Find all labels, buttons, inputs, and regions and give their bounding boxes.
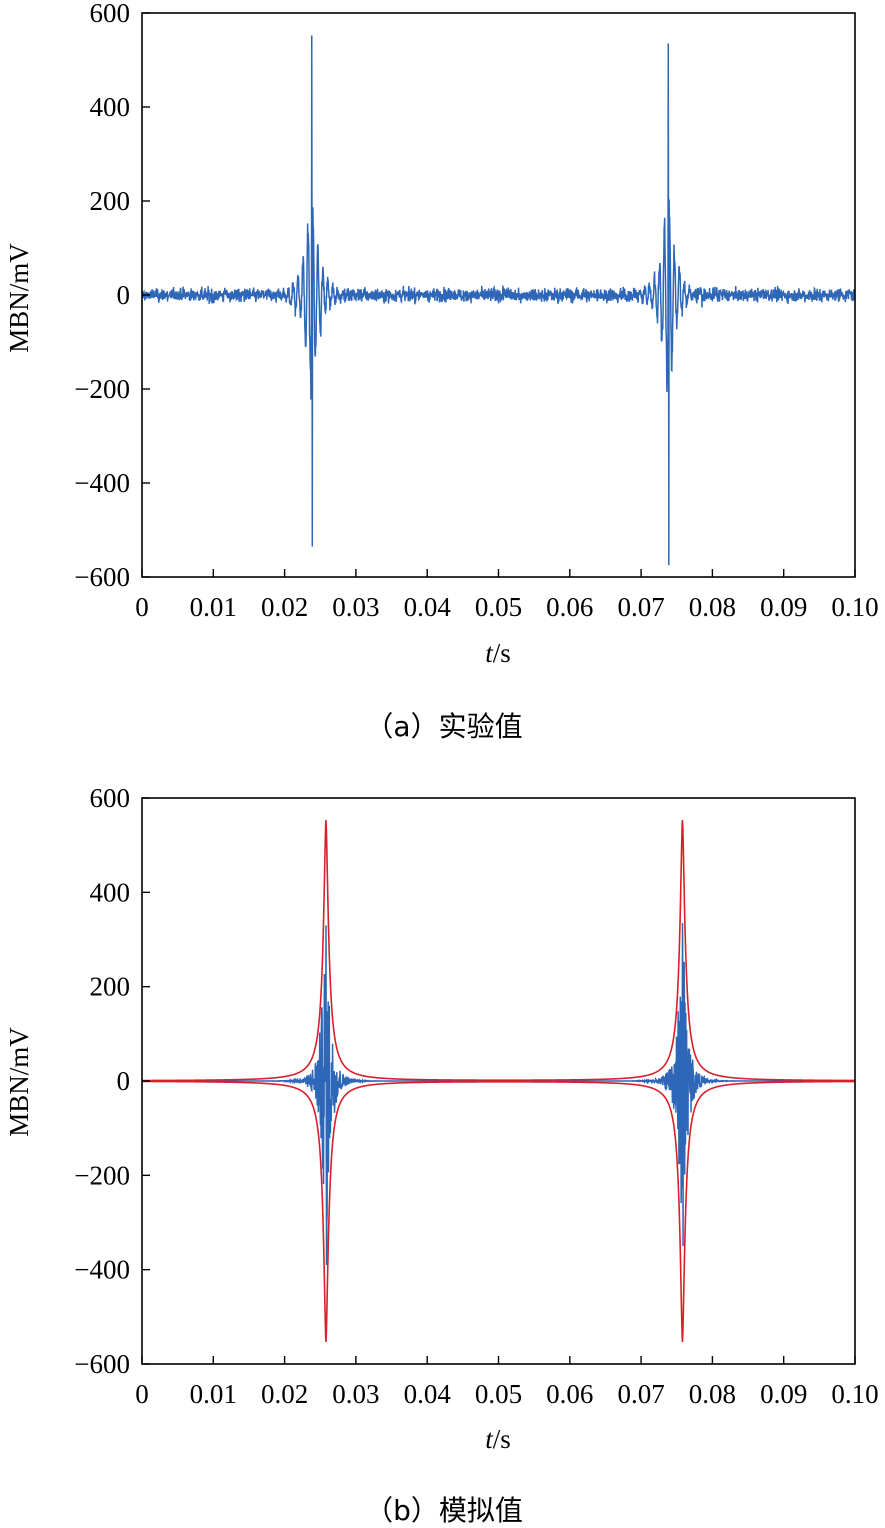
panel-b-y-tick-label: 200 <box>90 972 131 1002</box>
panel-b-x-axis-label: t/s <box>485 1424 511 1454</box>
panel-a-ticks: 0 0.01 0.02 0.03 0.04 0.05 0.06 0.07 0.08 0.09 0.1… <box>74 0 878 622</box>
panel-a-y-tick-label: 0 <box>117 280 131 310</box>
panel-a-experimental: 0 0.01 0.02 0.03 0.04 0.05 0.06 0.07 0.08 0.09 0.1… <box>4 0 879 743</box>
panel-a-y-tick-label: −400 <box>74 468 130 498</box>
panel-b-x-tick-label: 0.01 <box>190 1379 237 1409</box>
panel-b-y-tick-label: 400 <box>90 877 131 907</box>
panel-b-x-tick-label: 0.02 <box>261 1379 308 1409</box>
panel-b-series <box>142 819 855 1343</box>
panel-a-y-tick-label: 600 <box>90 0 131 28</box>
panel-a-x-tick-label: 0.01 <box>190 592 237 622</box>
panel-a-y-tick-label: −200 <box>74 374 130 404</box>
panel-b-x-tick-label: 0.09 <box>760 1379 807 1409</box>
panel-b-x-tick-label: 0 <box>135 1379 149 1409</box>
panel-b-signal-line <box>142 922 855 1265</box>
panel-b-x-tick-label: 0.03 <box>332 1379 379 1409</box>
panel-a-x-tick-label: 0.05 <box>475 592 522 622</box>
panel-b-envelope-upper <box>142 819 855 1082</box>
panel-a-x-tick-label: 0.02 <box>261 592 308 622</box>
panel-b-ticks: 0 0.01 0.02 0.03 0.04 0.05 0.06 0.07 0.08 0.09 0.1… <box>74 783 878 1409</box>
panel-a-x-axis-label: t/s <box>485 638 511 668</box>
panel-a-series <box>141 35 856 566</box>
panel-b-x-tick-label: 0.10 <box>831 1379 878 1409</box>
panel-b-y-tick-label: −400 <box>74 1255 130 1285</box>
panel-a-y-tick-label: 400 <box>90 92 131 122</box>
panel-b-y-axis-label: MBN/mV <box>4 1027 34 1137</box>
panel-b-y-tick-label: −200 <box>74 1160 130 1190</box>
panel-b-envelope-lower <box>142 1080 855 1343</box>
panel-b-x-tick-label: 0.06 <box>546 1379 593 1409</box>
panel-b-x-tick-label: 0.08 <box>689 1379 736 1409</box>
panel-b-y-tick-label: 0 <box>117 1066 131 1096</box>
panel-a-caption: （a）实验值 <box>365 710 522 743</box>
panel-b-x-tick-label: 0.05 <box>475 1379 522 1409</box>
panel-b-y-tick-label: 600 <box>90 783 131 813</box>
panel-a-y-tick-label: −600 <box>74 562 130 592</box>
panel-b-simulated: 0 0.01 0.02 0.03 0.04 0.05 0.06 0.07 0.08 0.09 0.1… <box>4 783 879 1527</box>
panel-a-x-tick-label: 0.04 <box>404 592 452 622</box>
panel-b-caption: （b）模拟值 <box>365 1494 523 1527</box>
panel-a-x-tick-label: 0.09 <box>760 592 807 622</box>
panel-b-x-tick-label: 0.04 <box>404 1379 452 1409</box>
panel-a-x-tick-label: 0.06 <box>546 592 593 622</box>
panel-a-x-tick-label: 0 <box>135 592 149 622</box>
panel-a-signal-line <box>141 35 856 566</box>
panel-b-y-tick-label: −600 <box>74 1349 130 1379</box>
panel-b-x-tick-label: 0.07 <box>617 1379 664 1409</box>
panel-a-x-tick-label: 0.07 <box>617 592 664 622</box>
panel-a-x-tick-label: 0.10 <box>831 592 878 622</box>
panel-a-x-tick-label: 0.03 <box>332 592 379 622</box>
panel-a-y-tick-label: 200 <box>90 186 131 216</box>
panel-a-x-tick-label: 0.08 <box>689 592 736 622</box>
panel-a-y-axis-label: MBN/mV <box>4 243 34 353</box>
